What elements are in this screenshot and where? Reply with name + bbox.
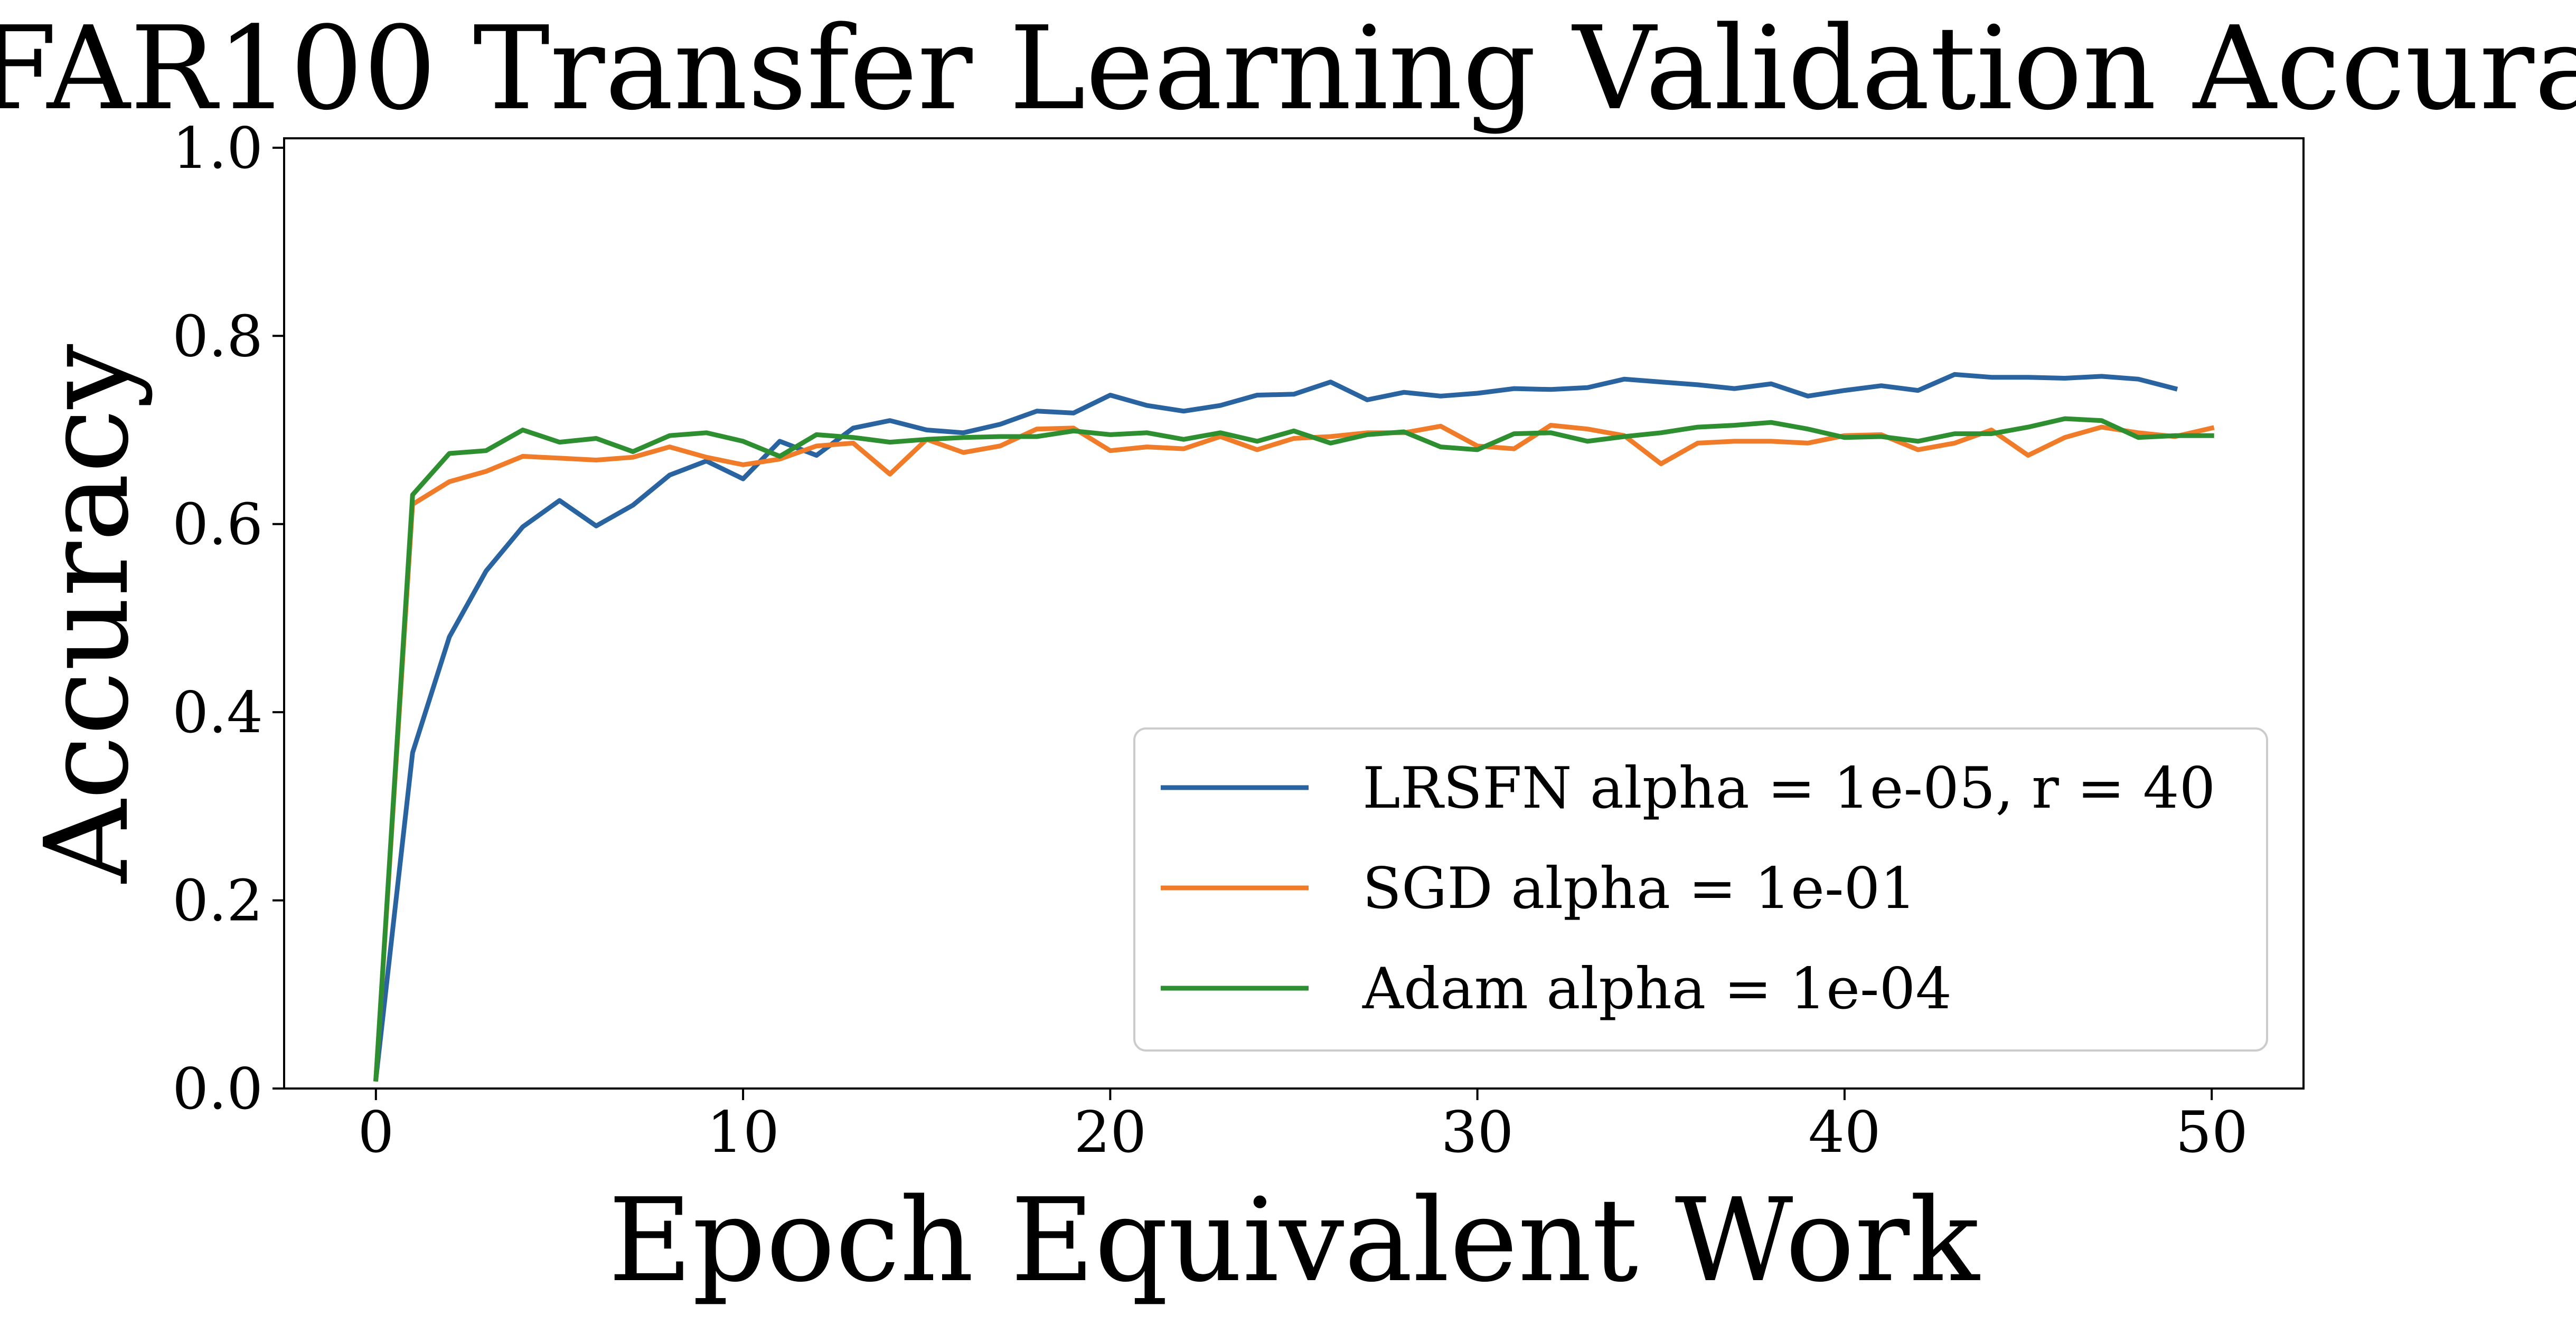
y-tick-label: 1.0 (172, 116, 263, 182)
x-tick-label: 0 (358, 1100, 394, 1166)
x-tick-label: 20 (1074, 1100, 1146, 1166)
y-tick-label: 0.6 (172, 492, 263, 558)
series-line-1 (373, 423, 2215, 1082)
plot-frame (283, 137, 2305, 1090)
x-ticks: 0 10 20 30 40 50 (358, 1089, 2248, 1166)
plot-lines (373, 372, 2215, 1082)
x-axis-label: Epoch Equivalent Work (608, 1174, 1980, 1308)
legend-items: LRSFN alpha = 1e-05, r = 40 SGD alpha = 1… (1161, 755, 2215, 1022)
series-line-2 (373, 416, 2214, 1082)
legend-label-2: Adam alpha = 1e-04 (1362, 956, 1952, 1022)
x-tick-label: 30 (1441, 1100, 1513, 1166)
series-line-0 (373, 372, 2178, 1082)
y-tick-label: 0.2 (172, 868, 263, 934)
legend-label-0: LRSFN alpha = 1e-05, r = 40 (1362, 755, 2215, 821)
y-tick-label: 0.0 (172, 1056, 263, 1122)
y-tick-label: 0.8 (172, 304, 263, 370)
legend: LRSFN alpha = 1e-05, r = 40 SGD alpha = 1… (1133, 727, 2268, 1052)
y-axis-label: Accuracy (21, 344, 154, 884)
legend-label-1: SGD alpha = 1e-01 (1362, 856, 1916, 922)
y-tick-label: 0.4 (172, 680, 263, 746)
x-tick-label: 10 (707, 1100, 779, 1166)
x-tick-label: 50 (2175, 1100, 2248, 1166)
chart-title: CIFAR100 Transfer Learning Validation Ac… (0, 2, 2576, 136)
x-tick-label: 40 (1808, 1100, 1881, 1166)
y-ticks: 0.0 0.2 0.4 0.6 0.8 1.0 (172, 116, 284, 1122)
legend-box (1133, 727, 2268, 1052)
